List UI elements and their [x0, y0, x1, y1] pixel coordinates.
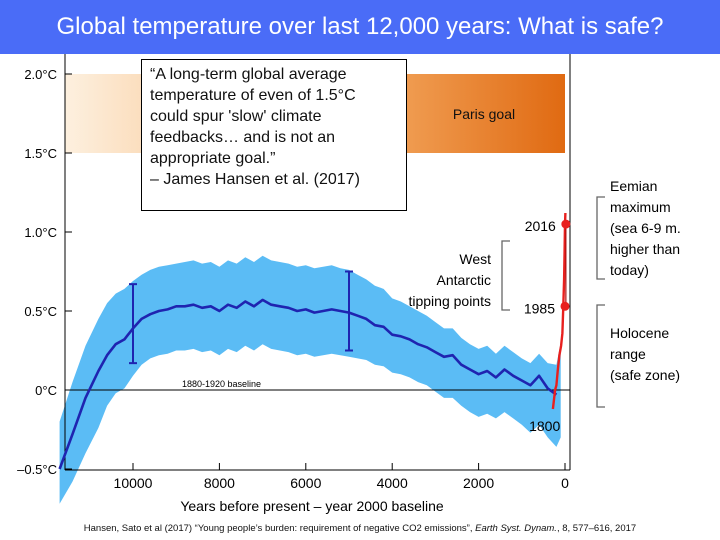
- quote-line: appropriate goal.”: [150, 150, 276, 167]
- modern-warming-line: [551, 212, 567, 410]
- west-antarctic-label: tipping points: [408, 293, 491, 309]
- holocene-bracket: [596, 304, 605, 408]
- year-2016-marker: [561, 219, 571, 229]
- baseline-label: 1880-1920 baseline: [182, 379, 261, 389]
- x-tick-label: 6000: [290, 475, 321, 491]
- y-tick-label: 0.5°C: [24, 304, 57, 319]
- uncertainty-band: [59, 255, 561, 504]
- quote-line: temperature of even of 1.5°C: [150, 87, 356, 104]
- year-2016-label: 2016: [525, 218, 556, 234]
- x-tick-label: 0: [561, 475, 569, 491]
- citation-text: Hansen, Sato et al (2017) “Young people’…: [83, 523, 476, 534]
- quote-line: “A long-term global average: [150, 66, 347, 83]
- eemian-bracket: [596, 196, 605, 280]
- eemian-label: higher than: [610, 241, 680, 257]
- quote-attribution: – James Hansen et al. (2017): [150, 171, 360, 188]
- hansen-quote-box: “A long-term global average temperature …: [141, 59, 407, 211]
- slide-title-bar: Global temperature over last 12,000 year…: [0, 0, 720, 54]
- year-1800-label: 1800: [529, 418, 560, 434]
- x-tick-label: 8000: [204, 475, 235, 491]
- x-axis-title: Years before present – year 2000 baselin…: [180, 498, 444, 514]
- eemian-label: Eemian: [610, 178, 657, 194]
- y-tick-label: 2.0°C: [24, 67, 57, 82]
- west-antarctic-bracket: [501, 240, 510, 311]
- eemian-label: (sea 6-9 m.: [610, 220, 681, 236]
- eemian-label: maximum: [610, 199, 671, 215]
- source-citation: Hansen, Sato et al (2017) “Young people’…: [0, 523, 720, 534]
- holocene-label: range: [610, 346, 646, 362]
- y-tick-label: 1.5°C: [24, 146, 57, 161]
- quote-line: could spur 'slow' climate: [150, 108, 322, 125]
- citation-volume: , 8, 577–616, 2017: [556, 523, 637, 534]
- y-tick-label: 1.0°C: [24, 225, 57, 240]
- paris-goal-label: Paris goal: [453, 106, 515, 122]
- west-antarctic-label: West: [459, 251, 491, 267]
- holocene-label: (safe zone): [610, 367, 680, 383]
- year-1985-marker: [560, 301, 570, 311]
- mean-temperature-line: [58, 298, 558, 470]
- year-1985-label: 1985: [524, 300, 555, 316]
- x-tick-label: 4000: [377, 475, 408, 491]
- eemian-label: today): [610, 262, 649, 278]
- x-tick-label: 10000: [114, 475, 153, 491]
- holocene-label: Holocene: [610, 325, 669, 341]
- y-tick-label: –0.5°C: [17, 462, 57, 477]
- quote-line: feedbacks… and is not an: [150, 129, 336, 146]
- x-tick-label: 2000: [463, 475, 494, 491]
- west-antarctic-label: Antarctic: [437, 272, 491, 288]
- y-tick-label: 0°C: [35, 383, 57, 398]
- citation-journal: Earth Syst. Dynam.: [475, 523, 557, 534]
- slide-title: Global temperature over last 12,000 year…: [56, 13, 664, 40]
